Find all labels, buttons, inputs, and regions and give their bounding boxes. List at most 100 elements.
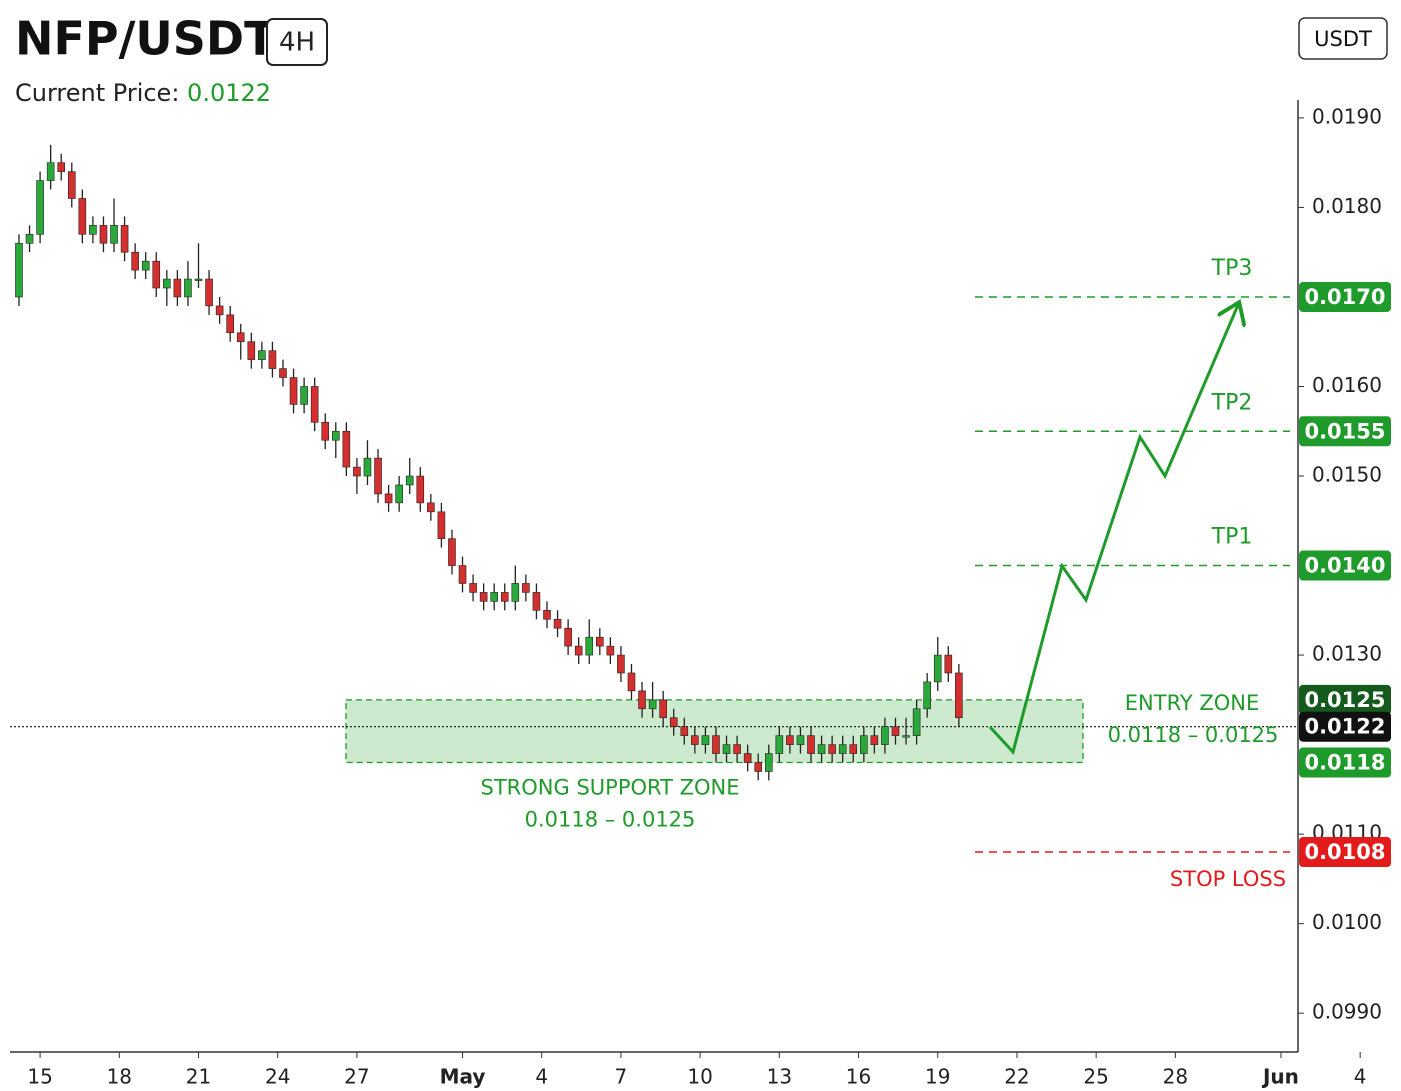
candle-body [553,618,562,629]
candle-body [796,735,805,745]
candle-body [416,475,425,504]
candle-body [46,162,55,181]
x-tick-label: 4 [535,1065,548,1089]
candle-body [268,350,277,369]
x-tick-label: 18 [107,1065,132,1089]
candle-body [131,251,139,271]
x-tick-label: 19 [925,1065,950,1089]
candle-body [363,457,372,477]
candle-body [712,735,720,754]
x-tick-label: 16 [846,1065,871,1089]
candle-body [838,744,847,754]
support-zone-name: STRONG SUPPORT ZONE [481,776,740,800]
candle-body [258,350,266,360]
x-tick-label: 25 [1083,1065,1108,1089]
candle-body [321,422,330,441]
candle-body [828,744,836,754]
candle-body [807,735,815,754]
zone-high-badge [1299,684,1391,715]
candle-body [627,672,636,692]
support-zone-range: 0.0118 – 0.0125 [525,808,696,832]
candle-body [194,278,203,281]
x-tick-label: 4 [1354,1065,1367,1089]
x-tick-label: 24 [265,1065,290,1089]
candle-body [205,278,213,307]
x-tick-label: 15 [27,1065,52,1089]
current-price-name: Current Price: [15,79,179,107]
candle-body [331,430,340,441]
current-price-badge [1299,711,1391,742]
x-tick-label: 13 [767,1065,792,1089]
candle-body [215,305,224,316]
quote-button[interactable] [1298,17,1388,60]
candle-body [173,278,182,298]
candle-body [638,690,646,710]
candle-body [184,278,192,298]
current-price-value: 0.0122 [187,79,271,107]
candle-body [775,735,784,754]
candle-body [427,502,435,513]
y-tick-label: 0.0160 [1312,373,1382,397]
candle-body [353,466,361,477]
candle-body [870,735,879,745]
candle-body [522,583,530,593]
candle-body [437,511,446,539]
candle-body [110,225,118,244]
candle-body [543,610,551,620]
candle-body [78,198,87,235]
candle-body [754,762,763,772]
candle-body [120,225,129,253]
candle-body [279,368,287,378]
stop-loss-badge [1299,837,1391,868]
zone-high-badge-label: 0.0125 [1304,688,1385,712]
candle-body [300,386,308,405]
candle-body [606,645,615,656]
candle-body [648,699,657,710]
target-name: TP2 [1211,390,1253,415]
target-name: TP3 [1211,256,1253,281]
candle-body [733,744,741,754]
candle-body [236,332,245,343]
y-tick-label: 0.0100 [1312,910,1382,934]
x-tick-label: 21 [186,1065,211,1089]
candle-body [469,583,477,593]
chart-title: NFP/USDT [15,12,276,66]
candle-body [912,708,921,736]
candle-body [722,744,731,754]
candle-body [342,430,351,468]
x-tick-label: 22 [1004,1065,1029,1089]
target-badge-label: 0.0140 [1304,554,1385,578]
candle-body [67,171,76,199]
candle-body [891,726,900,736]
candle-body [163,278,171,289]
candle-body [659,699,667,719]
candle-body [786,735,794,745]
candle-body [743,753,752,763]
target-badge [1299,416,1391,447]
x-tick-label: 7 [615,1065,628,1089]
candle-body [374,457,382,495]
candle-body [247,341,256,360]
y-tick-label: 0.0150 [1312,463,1382,487]
candle-body [902,735,910,738]
candle-body [448,538,456,566]
candle-body [36,180,44,235]
target-badge [1299,281,1391,312]
candle-body [701,735,710,745]
candle-body [933,654,942,683]
target-name: TP1 [1211,525,1253,550]
candle-body [310,386,319,423]
candle-body [226,314,234,334]
candle-body [511,583,520,602]
candle-body [680,726,689,736]
zone-low-badge-label: 0.0118 [1304,751,1385,775]
candle-body [458,565,467,584]
entry-zone-name: ENTRY ZONE [1125,691,1259,715]
quote-button-label[interactable]: USDT [1314,27,1372,51]
candle-body [152,260,161,289]
candle-body [395,484,403,504]
x-tick-label: 10 [687,1065,712,1089]
target-badge [1299,550,1391,581]
timeframe-box [266,18,328,66]
